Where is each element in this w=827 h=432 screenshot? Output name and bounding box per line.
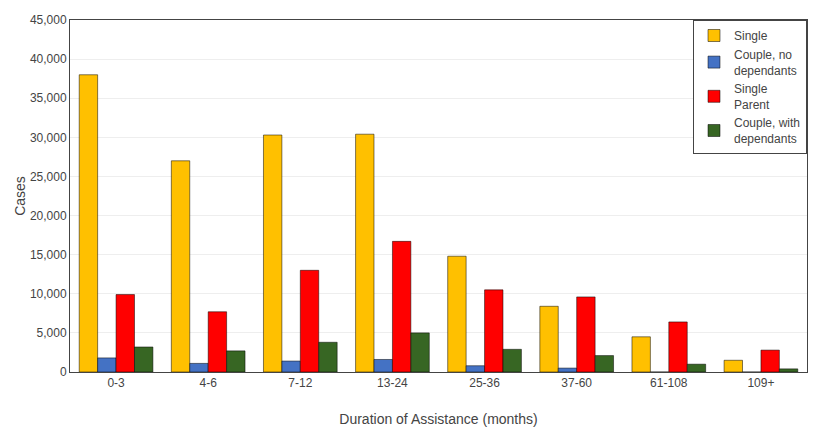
svg-text:Duration of Assistance (months: Duration of Assistance (months) [339, 411, 537, 427]
svg-text:Cases: Cases [12, 176, 28, 216]
svg-text:7-12: 7-12 [288, 376, 312, 390]
svg-text:Couple, nodependants: Couple, nodependants [734, 48, 797, 78]
svg-text:Couple, withdependants: Couple, withdependants [734, 116, 800, 146]
svg-text:40,000: 40,000 [30, 52, 67, 66]
svg-text:0-3: 0-3 [107, 376, 125, 390]
svg-text:45,000: 45,000 [30, 13, 67, 27]
svg-text:0: 0 [60, 365, 67, 379]
svg-text:20,000: 20,000 [30, 209, 67, 223]
svg-text:Single: Single [734, 29, 768, 43]
svg-text:5,000: 5,000 [37, 326, 67, 340]
svg-text:4-6: 4-6 [200, 376, 218, 390]
svg-text:35,000: 35,000 [30, 91, 67, 105]
svg-text:25-36: 25-36 [469, 376, 500, 390]
svg-text:SingleParent: SingleParent [734, 82, 770, 112]
svg-text:10,000: 10,000 [30, 287, 67, 301]
svg-text:109+: 109+ [747, 376, 774, 390]
svg-text:30,000: 30,000 [30, 131, 67, 145]
svg-text:15,000: 15,000 [30, 248, 67, 262]
svg-text:37-60: 37-60 [561, 376, 592, 390]
svg-text:25,000: 25,000 [30, 170, 67, 184]
svg-text:13-24: 13-24 [377, 376, 408, 390]
svg-text:61-108: 61-108 [650, 376, 688, 390]
